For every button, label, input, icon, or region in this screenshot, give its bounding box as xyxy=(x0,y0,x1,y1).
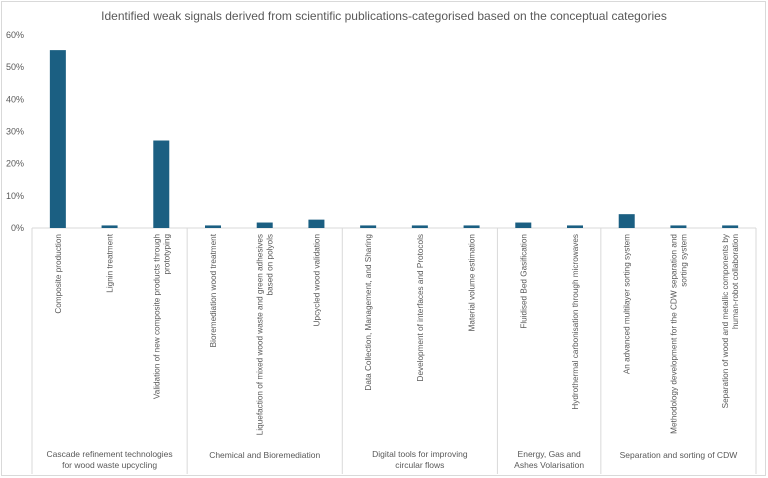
y-tick-label: 10% xyxy=(6,191,24,201)
x-category-label: Separation of wood and metallic componen… xyxy=(721,233,740,408)
bar xyxy=(153,140,170,228)
x-category-label: Methodology development for the CDW sepa… xyxy=(669,234,688,434)
y-tick-label: 50% xyxy=(6,62,24,72)
bar xyxy=(101,225,118,228)
bar xyxy=(463,225,480,228)
x-category-label: Bioremediation wood treatment xyxy=(209,233,218,347)
x-group-label: Energy, Gas and Ashes Volarisation xyxy=(514,449,584,470)
x-category-label: Lignin treatment xyxy=(106,233,115,292)
x-category-label: Development of interfaces and Protocols xyxy=(416,234,425,381)
x-category-label: Hydrothermal carbonisation through micro… xyxy=(571,234,580,410)
bar xyxy=(411,225,428,228)
x-category-label: Composite production xyxy=(54,234,63,314)
chart-title: Identified weak signals derived from sci… xyxy=(101,9,667,23)
x-group-label: Chemical and Bioremediation xyxy=(209,450,320,460)
bar xyxy=(360,225,377,228)
x-category-label: Material volume estimation xyxy=(468,234,477,332)
x-category-label: Validation of new composite products thr… xyxy=(152,234,171,400)
x-category-label: Liquefaction of mixed wood waste and gre… xyxy=(256,234,275,435)
x-category-label: Data Collection, Management, and Sharing xyxy=(364,234,373,391)
x-category-label: Upcycled wood validation xyxy=(312,234,321,327)
x-group-label: Digital tools for improving circular flow… xyxy=(372,449,468,470)
bar xyxy=(308,219,325,228)
bar xyxy=(49,50,66,228)
bar xyxy=(256,222,273,228)
x-category-label: Fluidised Bed Gasification xyxy=(519,234,528,329)
y-tick-label: 30% xyxy=(6,127,24,137)
bar xyxy=(205,225,221,228)
bar xyxy=(722,225,739,228)
x-group-label: Cascade refinement technologies for wood … xyxy=(46,449,172,470)
bar xyxy=(670,225,687,228)
y-tick-label: 60% xyxy=(6,30,24,40)
x-category-label: An advanced multilayer sorting system xyxy=(623,234,632,374)
bar xyxy=(618,214,635,228)
y-tick-label: 0% xyxy=(11,223,24,233)
y-tick-label: 20% xyxy=(6,159,24,169)
bar xyxy=(567,225,583,228)
x-group-label: Separation and sorting of CDW xyxy=(620,450,738,460)
y-tick-label: 40% xyxy=(6,94,24,104)
bar xyxy=(515,222,532,228)
